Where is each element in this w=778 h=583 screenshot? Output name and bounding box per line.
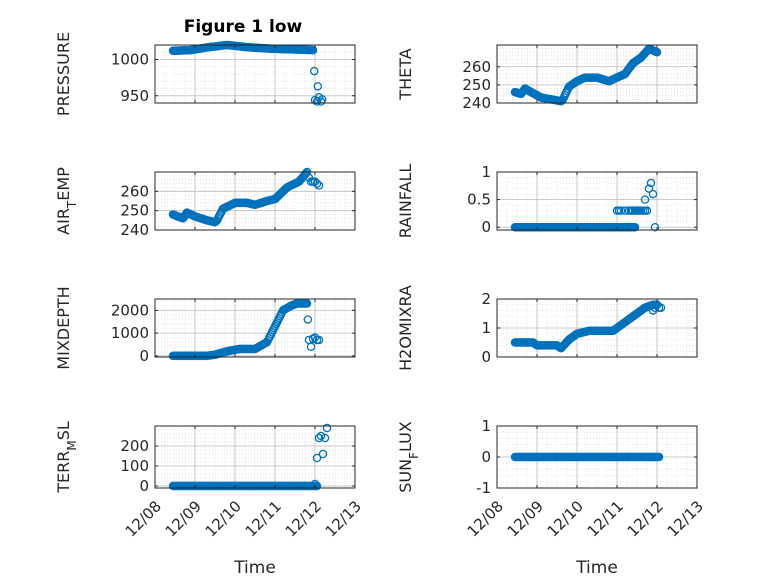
y-tick-label: 2 xyxy=(481,290,491,308)
y-tick-label: 0 xyxy=(139,477,149,495)
y-axis-label: MIXDEPTH xyxy=(54,286,73,369)
x-tick-label: 12/13 xyxy=(322,497,365,540)
data-point xyxy=(314,433,324,443)
x-tick-label: 12/13 xyxy=(664,497,707,540)
y-tick-label: 0 xyxy=(481,348,491,366)
series-markers xyxy=(510,452,664,462)
y-tick-label: 1 xyxy=(481,417,491,435)
x-tick-label: 12/08 xyxy=(464,497,507,540)
data-point xyxy=(312,97,322,106)
data-point xyxy=(314,181,324,190)
y-axis-label: AIRTEMP xyxy=(54,167,79,235)
data-point xyxy=(322,423,332,433)
y-axis-label: TERRMSL xyxy=(54,421,79,494)
data-point xyxy=(640,195,650,204)
x-tick-label: 12/08 xyxy=(122,497,165,540)
data-point xyxy=(318,449,328,459)
data-point xyxy=(620,206,630,215)
x-tick-label: 12/10 xyxy=(544,497,587,540)
y-tick-label: 1 xyxy=(481,163,491,181)
data-point xyxy=(648,189,658,199)
y-tick-label: 2000 xyxy=(111,301,149,319)
axes-box xyxy=(154,298,356,358)
data-point xyxy=(642,206,652,215)
y-axis-label: H2OMIXRA xyxy=(396,285,415,371)
x-tick-label: 12/09 xyxy=(504,497,547,540)
data-point xyxy=(630,222,640,232)
axes-box xyxy=(496,44,698,104)
x-tick-label: 12/09 xyxy=(162,497,205,540)
axes-box xyxy=(496,171,698,231)
series-markers xyxy=(510,178,660,232)
data-point xyxy=(646,178,656,188)
y-tick-label: 240 xyxy=(120,221,149,239)
axes-box xyxy=(154,44,356,104)
axes-box xyxy=(154,171,356,231)
y-axis-label: SUNFLUX xyxy=(396,421,421,493)
data-point xyxy=(320,433,330,443)
y-tick-label: 240 xyxy=(462,94,491,112)
y-tick-label: 0 xyxy=(481,448,491,466)
x-axis-label: Time xyxy=(575,558,618,578)
subplot-pressure: 950 1000 PRESSURE xyxy=(54,32,356,116)
y-axis-label: THETA xyxy=(396,48,415,100)
data-point xyxy=(312,179,322,188)
y-tick-label: 100 xyxy=(120,457,149,475)
y-tick-label: 0 xyxy=(139,347,149,365)
series-markers xyxy=(168,423,332,491)
x-tick-label: 12/10 xyxy=(202,497,245,540)
data-point xyxy=(316,431,326,441)
y-tick-label: 200 xyxy=(120,437,149,455)
y-tick-label: 0 xyxy=(481,218,491,236)
y-axis-label: RAINFALL xyxy=(396,164,415,239)
plot-area xyxy=(497,172,697,230)
data-point xyxy=(306,342,316,352)
data-point xyxy=(656,303,666,312)
series-markers xyxy=(510,44,662,106)
x-tick-label: 12/12 xyxy=(282,497,325,540)
y-tick-label: 1000 xyxy=(111,51,149,69)
series-markers xyxy=(510,300,666,353)
y-tick-label: 1000 xyxy=(111,324,149,342)
x-tick-label: 12/11 xyxy=(242,497,285,540)
subplot-rainfall: 0 0.5 1 RAINFALL xyxy=(396,163,698,239)
subplot-mixdepth: 0 1000 2000 MIXDEPTH xyxy=(54,286,356,370)
data-point xyxy=(309,66,319,76)
data-point xyxy=(302,299,312,308)
subplot-h2omixra: 0 1 2 H2OMIXRA xyxy=(396,285,698,371)
axes-box xyxy=(154,425,356,489)
y-tick-label: 950 xyxy=(120,87,149,105)
x-axis-label: Time xyxy=(233,558,276,578)
data-point xyxy=(652,48,662,57)
data-point xyxy=(308,45,318,55)
data-point xyxy=(312,481,322,491)
y-tick-label: -1 xyxy=(476,479,491,497)
y-tick-label: 250 xyxy=(120,202,149,220)
data-point xyxy=(644,184,654,193)
y-tick-label: 0.5 xyxy=(467,191,491,209)
x-tick-label: 12/11 xyxy=(584,497,627,540)
y-tick-label: 250 xyxy=(462,76,491,94)
y-tick-label: 260 xyxy=(462,58,491,76)
y-axis-label: PRESSURE xyxy=(54,32,73,116)
data-point xyxy=(616,206,626,215)
data-point xyxy=(650,222,660,232)
data-point xyxy=(314,335,324,345)
y-tick-label: 1 xyxy=(481,319,491,337)
figure-title: Figure 1 low xyxy=(184,17,303,37)
data-point xyxy=(654,452,664,462)
data-point xyxy=(312,453,322,463)
x-tick-label: 12/12 xyxy=(624,497,667,540)
data-point xyxy=(303,315,313,324)
data-point xyxy=(313,82,323,91)
y-tick-label: 260 xyxy=(120,182,149,200)
